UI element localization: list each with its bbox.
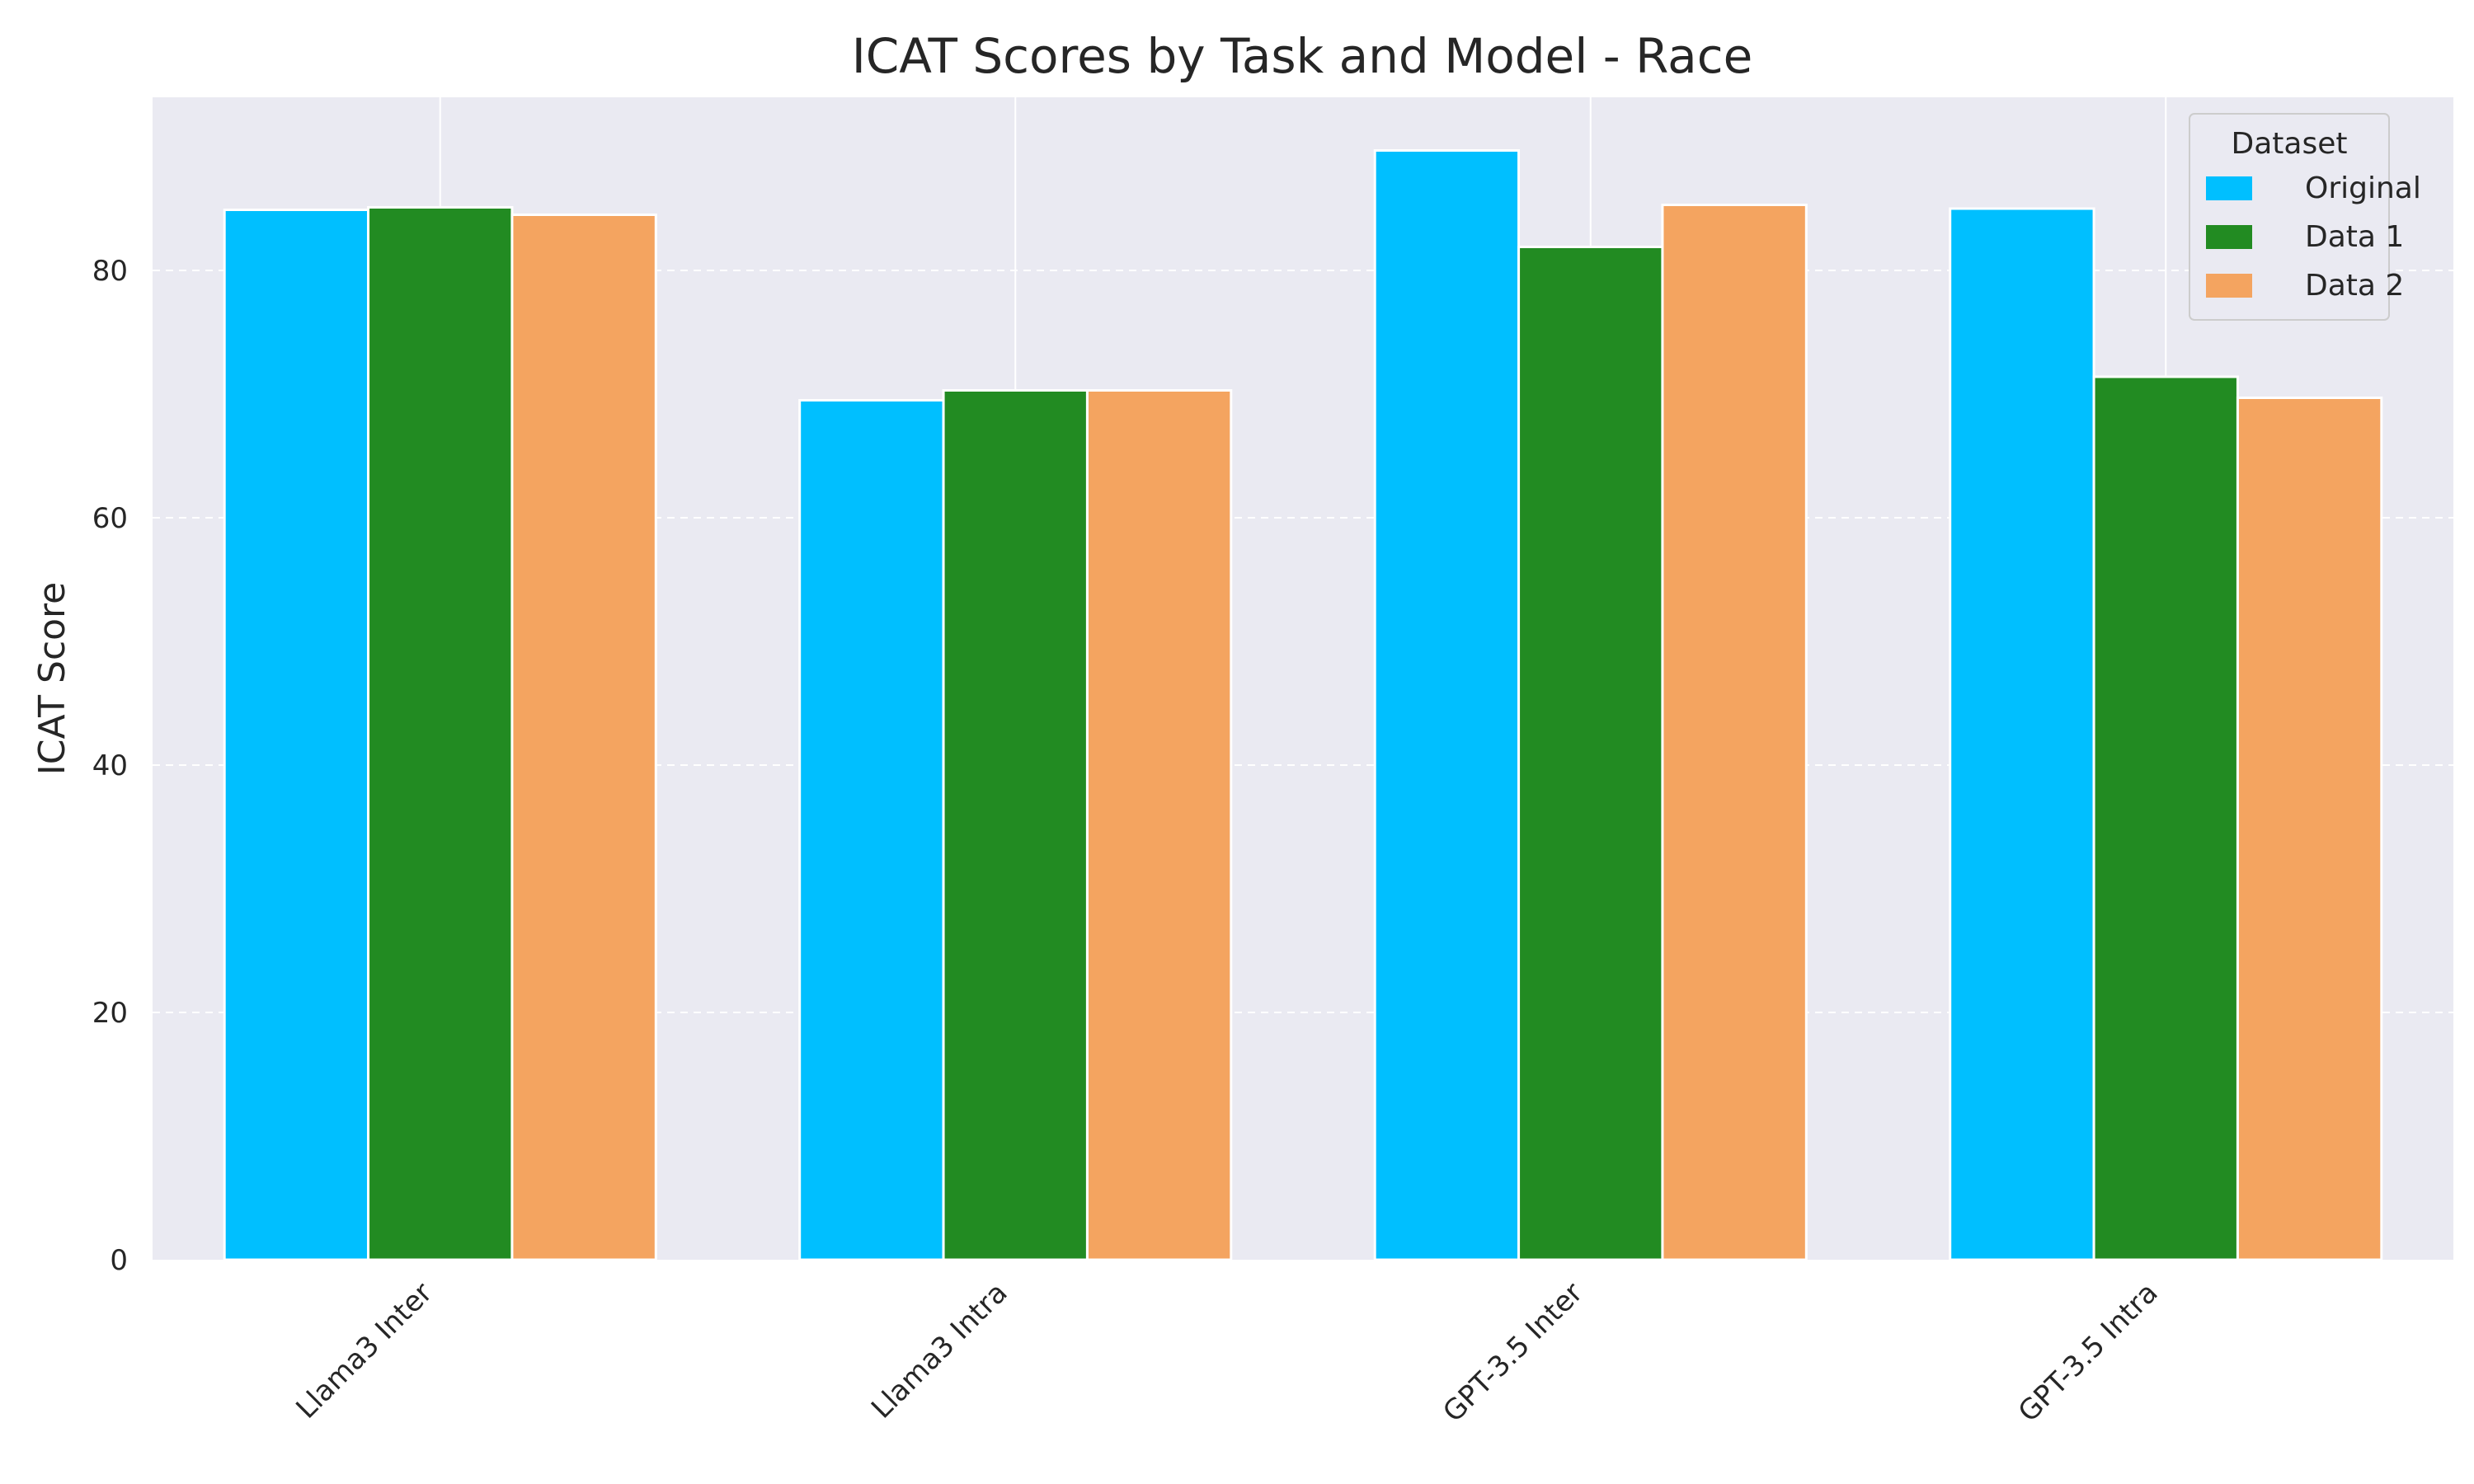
legend: Dataset Original Data 1 Data 2 — [2189, 113, 2421, 321]
bar-data-2 — [2236, 397, 2383, 1261]
bar-data-1 — [367, 206, 514, 1261]
bar-data-1 — [1517, 246, 1664, 1261]
bar-data-2 — [1661, 204, 1808, 1261]
y-tick-label: 40 — [92, 749, 128, 782]
y-tick-label: 20 — [92, 997, 128, 1030]
legend-label: Original — [2305, 171, 2421, 205]
y-tick-label: 60 — [92, 502, 128, 535]
bar-original — [223, 209, 370, 1261]
bar-data-2 — [510, 214, 657, 1261]
y-axis-label: ICAT Score — [31, 582, 73, 775]
legend-swatch — [2206, 176, 2252, 200]
x-tick-label: Llama3 Intra — [865, 1276, 1014, 1425]
y-tick-label: 0 — [110, 1244, 128, 1277]
bar-original — [798, 399, 945, 1261]
bars — [223, 149, 2383, 1261]
y-axis-ticks: 0 20 40 60 80 — [92, 255, 128, 1277]
bar-data-1 — [2092, 375, 2239, 1261]
bar-original — [1373, 149, 1521, 1261]
bar-data-2 — [1085, 389, 1233, 1261]
legend-title: Dataset — [2232, 127, 2348, 161]
x-tick-label: GPT-3.5 Inter — [1437, 1276, 1589, 1429]
legend-label: Data 2 — [2305, 269, 2404, 303]
y-tick-label: 80 — [92, 255, 128, 288]
bar-data-1 — [942, 389, 1089, 1261]
bar-original — [1949, 207, 2095, 1261]
x-axis-ticks: Llama3 Inter Llama3 Intra GPT-3.5 Inter GPT… — [290, 1276, 2165, 1429]
legend-box — [2189, 113, 2390, 321]
x-tick-label: Llama3 Inter — [290, 1276, 440, 1425]
legend-swatch — [2206, 225, 2252, 249]
chart-title: ICAT Scores by Task and Model - Race — [852, 28, 1753, 84]
x-tick-label: GPT-3.5 Intra — [2012, 1276, 2165, 1429]
legend-label: Data 1 — [2305, 220, 2404, 254]
legend-swatch — [2206, 274, 2252, 298]
